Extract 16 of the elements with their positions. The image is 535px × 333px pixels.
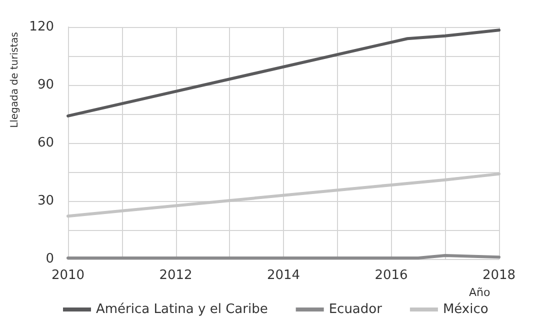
legend-label: Ecuador — [328, 302, 383, 317]
x-tick-label: 2018 — [482, 268, 516, 283]
x-tick-label: 2014 — [266, 268, 300, 283]
y-tick-label: 90 — [37, 78, 54, 92]
line-series — [66, 172, 500, 218]
x-tick-label: 2010 — [51, 268, 85, 283]
x-axis-title: Año — [469, 286, 490, 299]
legend-label: América Latina y el Caribe — [96, 302, 268, 317]
y-tick-label: 60 — [37, 136, 54, 150]
legend-label: México — [442, 302, 488, 317]
y-tick-label: 30 — [37, 194, 54, 208]
x-tick-label: 2012 — [159, 268, 192, 283]
y-tick-label: 120 — [29, 20, 54, 34]
x-tick-label: 2016 — [374, 268, 408, 283]
y-axis-title: Llegada de turistas — [10, 32, 20, 128]
y-tick-label: 0 — [46, 252, 54, 266]
